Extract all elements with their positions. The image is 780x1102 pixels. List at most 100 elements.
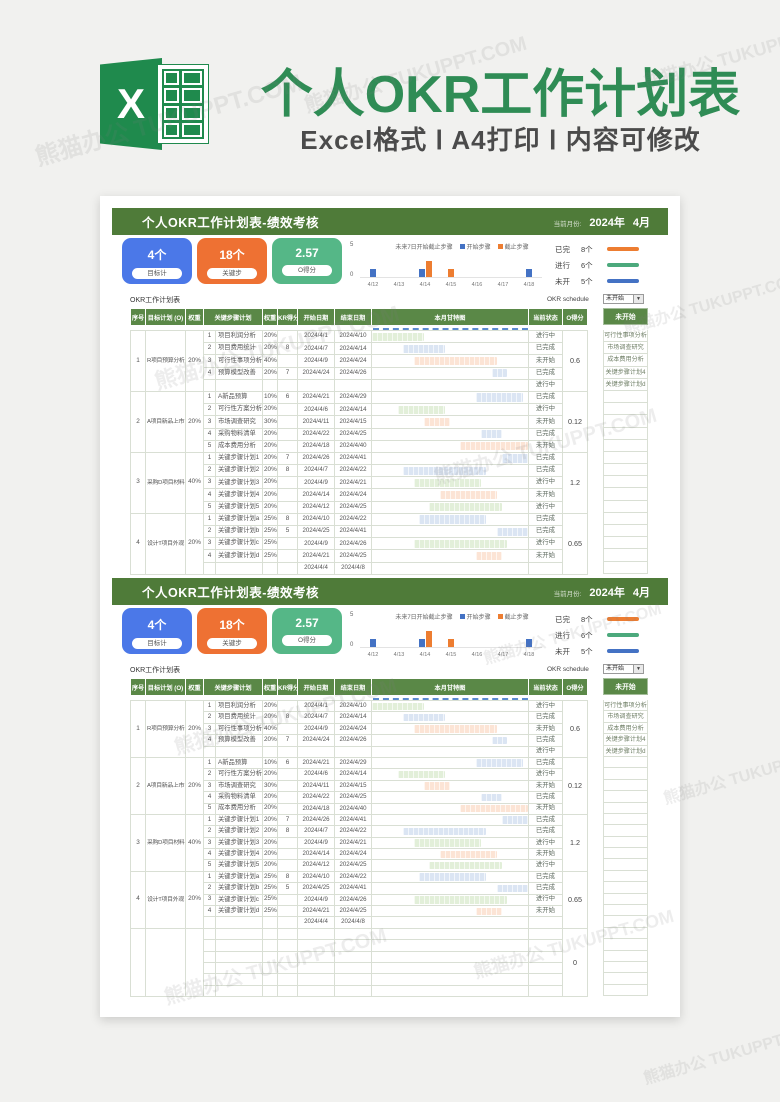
table-label: OKR工作计划表 xyxy=(130,297,181,304)
kr-name: A新品预算 xyxy=(215,390,263,405)
y-axis-min: 0 xyxy=(350,642,354,648)
objective-score: 0.12 xyxy=(562,756,588,815)
current-status xyxy=(528,561,563,575)
kr-score xyxy=(277,439,298,453)
kr-index xyxy=(203,916,216,929)
table-subheader: OKR工作计划表 OKR schedule 未开始 ▼ xyxy=(112,293,668,306)
legend-item: 截止步骤 xyxy=(497,242,529,251)
kr-name: 预算模型改善 xyxy=(215,734,263,747)
end-date: 2024/4/25 xyxy=(334,905,372,918)
kr-name xyxy=(215,984,263,998)
dropdown-arrow-icon[interactable]: ▼ xyxy=(633,665,643,673)
kr-weight: 20% xyxy=(262,711,278,724)
kr-weight: 20% xyxy=(262,699,278,713)
end-date: 2024/4/26 xyxy=(334,893,372,907)
end-date xyxy=(334,939,372,952)
kr-score xyxy=(277,500,298,514)
objective-name: A项目新品上市 xyxy=(145,390,186,453)
status-filter-dropdown[interactable]: 未开始 ▼ xyxy=(603,664,644,674)
start-date: 2024/4/9 xyxy=(297,722,335,736)
current-status: 进行中 xyxy=(528,699,563,713)
kr-row: 0 xyxy=(130,927,588,998)
objective-weight: 20% xyxy=(185,870,204,929)
kr-row xyxy=(131,939,588,952)
objective-weight: 20% xyxy=(185,756,204,815)
col-header: 序号 xyxy=(130,308,146,326)
end-date: 2024/4/24 xyxy=(334,722,372,736)
kr-score xyxy=(277,905,298,918)
kr-index: 2 xyxy=(203,825,216,838)
kr-row: 1 R项目预算分析 20% 1 项目利润分析 20% 2024/4/1 2024/4/10 进行… xyxy=(130,329,588,392)
gantt-bar xyxy=(398,770,445,779)
kr-row: 3 采购D项目材料 40% 1 关键步骤计划1 20% 7 2024/4/26 2024/4/4… xyxy=(130,813,588,872)
kr-weight: 25% xyxy=(262,905,278,918)
start-date: 2024/4/7 xyxy=(297,825,335,838)
x-tick-label: 4/17 xyxy=(497,652,509,658)
current-status xyxy=(528,939,563,952)
gantt-bar xyxy=(403,344,445,353)
current-status: 进行中 xyxy=(528,403,563,417)
kr-row: 5 关键步骤计划5 20% 2024/4/12 2024/4/25 进行中 xyxy=(131,859,588,872)
panel-item xyxy=(603,476,648,489)
col-header: 目标计划 (O) xyxy=(145,308,186,326)
excel-icon: X xyxy=(100,58,209,150)
kr-score: 5 xyxy=(277,882,298,895)
panel-item xyxy=(603,802,648,814)
end-date: 2024/4/29 xyxy=(334,756,372,770)
chart-bar xyxy=(448,639,454,647)
okr-table: 序号 目标计划 (O) 权重 关键步骤计划 权重 KR得分 开始日期 结束日期 本月甘特图 当前状… xyxy=(130,678,588,998)
start-date: 2024/4/4 xyxy=(297,561,335,575)
gantt-cell xyxy=(371,488,529,502)
kr-score xyxy=(277,916,298,929)
panel-item xyxy=(603,882,648,894)
start-date: 2024/4/21 xyxy=(297,549,335,563)
kr-score xyxy=(277,403,298,417)
panel-item: 关键步骤计划d xyxy=(603,378,648,391)
end-date: 2024/4/24 xyxy=(334,848,372,861)
kr-index: 3 xyxy=(203,836,216,850)
panel-item: 市场调查研究 xyxy=(603,711,648,723)
kr-weight: 20% xyxy=(262,488,278,502)
kr-index: 5 xyxy=(203,859,216,872)
table-subheader: OKR工作计划表 OKR schedule 未开始 ▼ xyxy=(112,663,668,676)
kr-name: 关键步骤计划c xyxy=(215,893,263,907)
chart-slot xyxy=(490,252,516,277)
kr-index: 2 xyxy=(203,464,216,478)
col-header: 本月甘特图 xyxy=(371,308,529,326)
kr-score xyxy=(277,415,298,429)
current-status: 已完成 xyxy=(528,711,563,724)
kr-weight xyxy=(262,561,278,575)
kr-row: 5 成本费用分析 20% 2024/4/18 2024/4/40 未开始 xyxy=(131,802,588,815)
end-date: 2024/4/25 xyxy=(334,427,372,441)
chart-bar xyxy=(418,269,425,277)
kr-index xyxy=(203,561,216,575)
panel-item xyxy=(603,791,648,803)
kr-row: 1 R项目预算分析 20% 1 项目利润分析 20% 2024/4/1 2024/4/10 进行… xyxy=(130,699,588,758)
legend-label: 截止步骤 xyxy=(504,615,529,621)
dropdown-arrow-icon[interactable]: ▼ xyxy=(633,295,643,303)
col-header: 结束日期 xyxy=(334,678,372,696)
col-header: 开始日期 xyxy=(297,308,335,326)
kr-weight xyxy=(262,973,278,986)
kr-name: 可行性方案分析 xyxy=(215,403,263,417)
status-count: 6个 xyxy=(581,260,593,270)
gantt-bar xyxy=(439,850,497,858)
current-status: 未开始 xyxy=(528,722,563,736)
kr-index: 4 xyxy=(203,734,216,747)
panel-item xyxy=(603,870,648,883)
kr-index: 2 xyxy=(203,711,216,724)
kr-score xyxy=(277,836,298,850)
kr-weight xyxy=(262,916,278,929)
current-status xyxy=(528,950,563,964)
chart-title: 未来7日开始截止步骤 xyxy=(395,245,453,251)
start-date xyxy=(297,984,335,998)
kr-weight: 20% xyxy=(262,802,278,815)
status-filter-dropdown[interactable]: 未开始 ▼ xyxy=(603,294,644,304)
end-date: 2024/4/10 xyxy=(334,699,372,713)
kr-index: 2 xyxy=(203,882,216,895)
current-status: 进行中 xyxy=(528,836,563,850)
stat-card-0: 4个 目标计 xyxy=(122,608,192,654)
end-date xyxy=(334,927,372,941)
kr-index xyxy=(203,984,216,998)
chart-bar xyxy=(418,639,425,647)
